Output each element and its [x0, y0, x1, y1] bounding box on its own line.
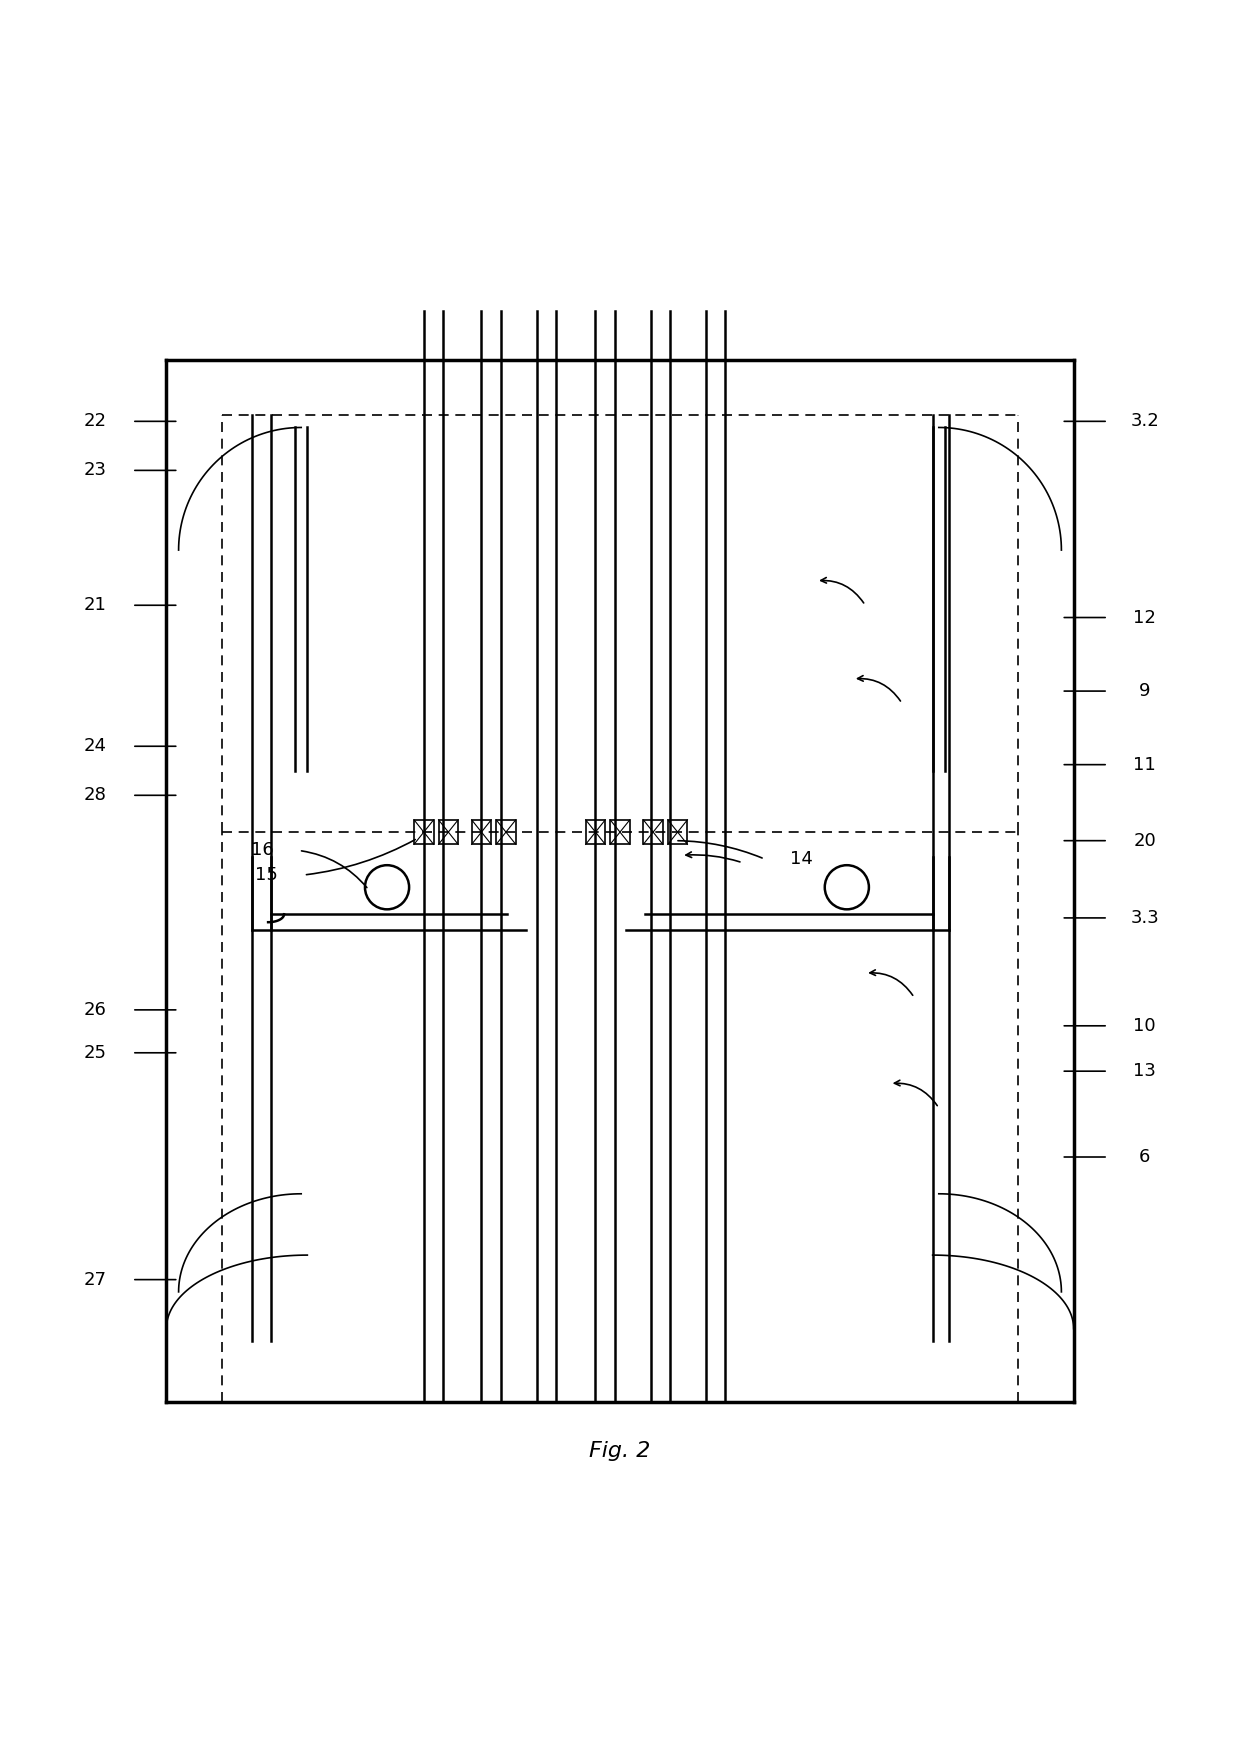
- Text: 3.2: 3.2: [1131, 413, 1159, 430]
- FancyBboxPatch shape: [496, 819, 516, 843]
- Text: 9: 9: [1140, 682, 1151, 700]
- Text: Fig. 2: Fig. 2: [589, 1442, 651, 1461]
- Text: 23: 23: [84, 462, 107, 480]
- Text: 14: 14: [790, 850, 813, 868]
- Text: 26: 26: [84, 1001, 107, 1018]
- FancyBboxPatch shape: [668, 819, 687, 843]
- Text: 3.3: 3.3: [1131, 908, 1159, 928]
- Text: 22: 22: [84, 413, 107, 430]
- Text: 28: 28: [84, 786, 107, 805]
- Text: 15: 15: [255, 866, 278, 884]
- FancyBboxPatch shape: [585, 819, 605, 843]
- FancyBboxPatch shape: [439, 819, 458, 843]
- Text: 12: 12: [1133, 609, 1156, 626]
- Text: 16: 16: [250, 842, 273, 859]
- Text: 13: 13: [1133, 1062, 1156, 1080]
- Text: 24: 24: [84, 737, 107, 756]
- Text: 11: 11: [1133, 756, 1156, 774]
- Text: 21: 21: [84, 597, 107, 614]
- Text: 27: 27: [84, 1270, 107, 1288]
- FancyBboxPatch shape: [644, 819, 663, 843]
- Text: 20: 20: [1133, 831, 1156, 850]
- Text: 6: 6: [1140, 1148, 1151, 1166]
- FancyBboxPatch shape: [414, 819, 434, 843]
- Text: 25: 25: [84, 1043, 107, 1062]
- FancyBboxPatch shape: [471, 819, 491, 843]
- Text: 10: 10: [1133, 1017, 1156, 1034]
- FancyBboxPatch shape: [610, 819, 630, 843]
